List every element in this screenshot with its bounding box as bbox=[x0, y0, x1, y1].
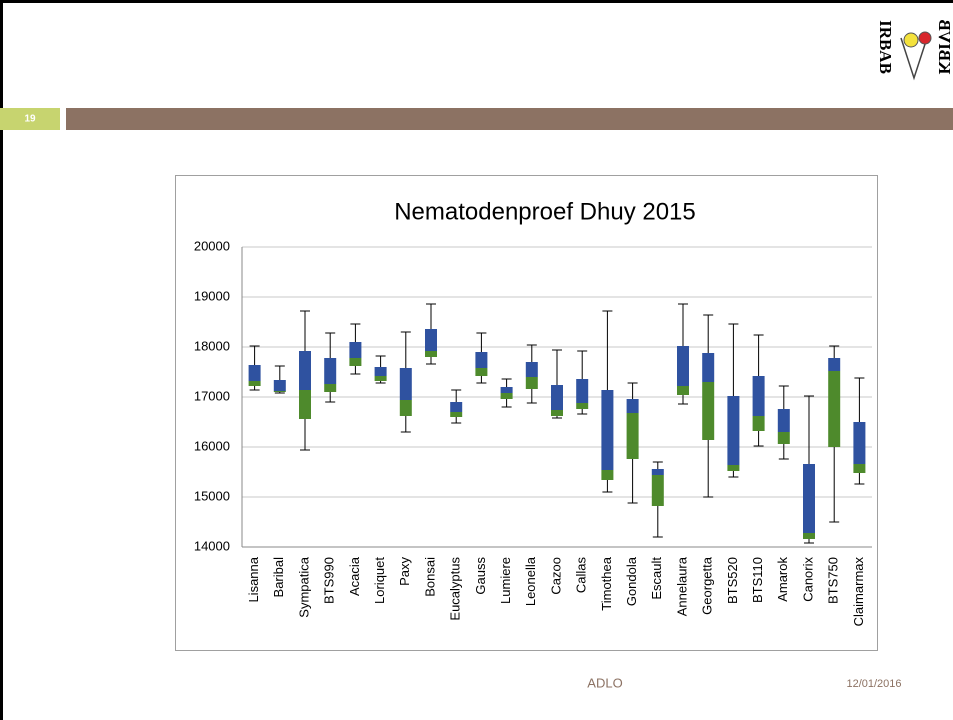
y-tick-label: 15000 bbox=[194, 488, 230, 503]
box-lower bbox=[500, 393, 513, 399]
box-lower bbox=[727, 465, 740, 471]
box-lower bbox=[853, 464, 866, 473]
x-tick-label: Bonsai bbox=[422, 557, 437, 597]
box-lower bbox=[425, 351, 437, 357]
box-upper bbox=[349, 342, 362, 358]
logo-shape bbox=[918, 31, 932, 45]
box-lower bbox=[803, 533, 815, 539]
box-lower bbox=[399, 400, 412, 416]
logo-shape bbox=[900, 37, 928, 81]
box-upper bbox=[752, 376, 765, 416]
x-tick-label: Claimarmax bbox=[851, 557, 866, 627]
box-lower bbox=[273, 391, 286, 392]
x-tick-label: BTS750 bbox=[826, 557, 841, 604]
box-lower bbox=[324, 384, 337, 392]
header-band bbox=[66, 108, 953, 130]
box-upper bbox=[702, 353, 715, 382]
y-tick-label: 14000 bbox=[194, 538, 230, 553]
box-lower bbox=[828, 371, 841, 447]
x-tick-label: Escault bbox=[649, 557, 664, 600]
logo: IRBAB KBIVB bbox=[876, 20, 953, 81]
box-lower bbox=[475, 368, 488, 376]
x-tick-label: BTS110 bbox=[750, 557, 765, 603]
chart-title: Nematodenproef Dhuy 2015 bbox=[394, 198, 696, 225]
x-tick-label: Georgetta bbox=[700, 556, 715, 615]
x-tick-label: Canorix bbox=[800, 557, 815, 602]
box-upper bbox=[803, 464, 815, 533]
box-lower bbox=[777, 432, 790, 444]
y-tick-label: 18000 bbox=[194, 338, 230, 353]
x-tick-label: Baribal bbox=[271, 557, 286, 598]
logo-text: IRBAB bbox=[876, 20, 895, 74]
box-upper bbox=[727, 396, 740, 465]
box-upper bbox=[475, 352, 488, 368]
box-upper bbox=[500, 387, 513, 393]
box-lower bbox=[525, 377, 538, 389]
box-upper bbox=[525, 362, 538, 377]
box-lower bbox=[374, 376, 387, 381]
box-upper bbox=[651, 469, 664, 475]
box-upper bbox=[248, 365, 261, 381]
box-upper bbox=[626, 399, 639, 413]
box-lower bbox=[677, 386, 689, 395]
box-lower bbox=[349, 358, 362, 366]
x-tick-label: Acacia bbox=[347, 556, 362, 596]
x-tick-label: Sympatica bbox=[296, 556, 311, 617]
x-tick-label: BTS520 bbox=[725, 557, 740, 604]
x-tick-label: Lumiere bbox=[498, 557, 513, 604]
logo-shape bbox=[903, 32, 919, 48]
box-upper bbox=[677, 346, 689, 386]
slide-number-box bbox=[0, 108, 60, 130]
x-tick-label: Leonella bbox=[523, 556, 538, 606]
x-tick-label: Loriquet bbox=[372, 557, 387, 604]
box-upper bbox=[374, 367, 387, 376]
box-upper bbox=[576, 379, 589, 403]
x-tick-label: Annelaura bbox=[674, 556, 689, 616]
y-tick-label: 20000 bbox=[194, 238, 230, 253]
x-tick-label: Timothea bbox=[599, 556, 614, 610]
x-tick-label: Cazoo bbox=[548, 557, 563, 595]
x-tick-label: Amarok bbox=[775, 557, 790, 602]
box-upper bbox=[324, 358, 337, 384]
x-tick-label: Lisanna bbox=[246, 556, 261, 602]
x-tick-label: Eucalyptus bbox=[448, 557, 463, 621]
box-upper bbox=[450, 402, 463, 412]
x-tick-label: Gondola bbox=[624, 556, 639, 606]
box-upper bbox=[601, 390, 614, 470]
box-lower bbox=[702, 382, 715, 440]
box-upper bbox=[273, 380, 286, 391]
box-upper bbox=[828, 358, 841, 371]
x-tick-label: Gauss bbox=[473, 557, 488, 595]
y-tick-label: 16000 bbox=[194, 438, 230, 453]
box-lower bbox=[299, 390, 311, 419]
y-tick-label: 19000 bbox=[194, 288, 230, 303]
box-upper bbox=[425, 329, 437, 351]
slide-number: 19 bbox=[24, 114, 36, 125]
box-upper bbox=[777, 409, 790, 432]
box-lower bbox=[601, 470, 614, 480]
footer-left: ADLO bbox=[587, 675, 622, 690]
y-tick-label: 17000 bbox=[194, 388, 230, 403]
x-tick-label: BTS990 bbox=[322, 557, 337, 604]
box-lower bbox=[626, 413, 639, 459]
box-lower bbox=[752, 416, 765, 431]
box-lower bbox=[248, 381, 261, 386]
footer-date: 12/01/2016 bbox=[846, 678, 901, 690]
x-tick-label: Callas bbox=[574, 557, 589, 594]
box-lower bbox=[450, 412, 463, 417]
box-lower bbox=[551, 410, 563, 416]
box-upper bbox=[853, 422, 866, 464]
box-upper bbox=[299, 351, 311, 390]
box-lower bbox=[576, 403, 589, 409]
x-tick-label: Paxy bbox=[397, 557, 412, 586]
logo-text: KBIVB bbox=[935, 20, 953, 75]
box-lower bbox=[651, 475, 664, 506]
box-upper bbox=[551, 385, 563, 410]
box-upper bbox=[399, 368, 412, 400]
